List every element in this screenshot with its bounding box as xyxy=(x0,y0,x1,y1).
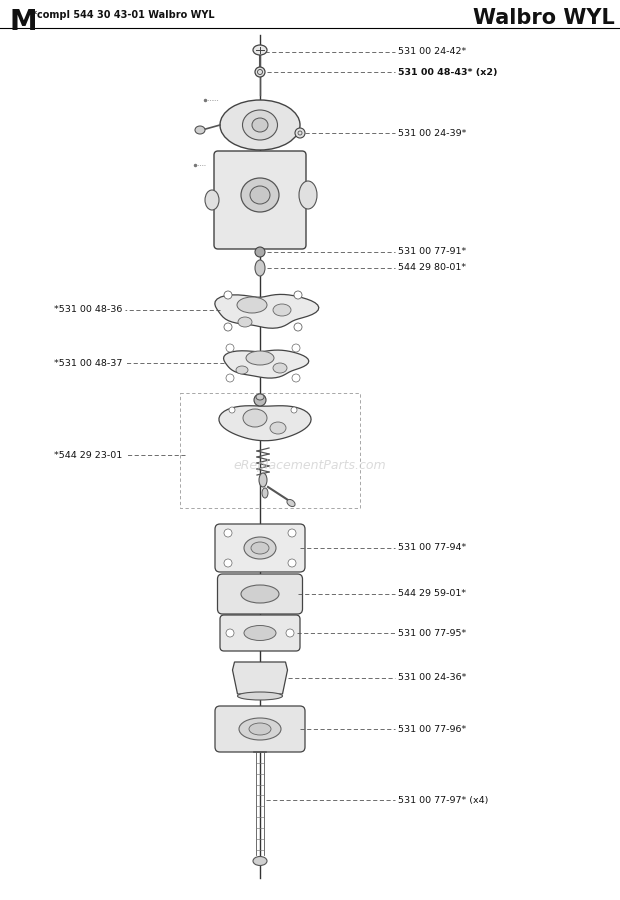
Text: Walbro WYL: Walbro WYL xyxy=(473,8,615,28)
Circle shape xyxy=(255,67,265,77)
Ellipse shape xyxy=(205,190,219,210)
Text: M: M xyxy=(10,8,38,36)
Ellipse shape xyxy=(259,473,267,487)
Ellipse shape xyxy=(299,181,317,209)
Ellipse shape xyxy=(241,585,279,603)
Circle shape xyxy=(224,559,232,567)
Ellipse shape xyxy=(243,409,267,427)
Circle shape xyxy=(294,291,302,299)
Text: 531 00 24-42*: 531 00 24-42* xyxy=(398,48,466,57)
Ellipse shape xyxy=(249,723,271,735)
Polygon shape xyxy=(219,406,311,441)
Circle shape xyxy=(254,394,266,406)
Text: 531 00 48-43* (x2): 531 00 48-43* (x2) xyxy=(398,68,497,76)
Ellipse shape xyxy=(239,718,281,740)
Ellipse shape xyxy=(242,110,278,140)
Text: 531 00 24-39*: 531 00 24-39* xyxy=(398,129,466,138)
Text: *531 00 48-36: *531 00 48-36 xyxy=(53,305,122,314)
Text: *544 29 23-01: *544 29 23-01 xyxy=(54,451,122,460)
Text: 544 29 59-01*: 544 29 59-01* xyxy=(398,590,466,598)
Polygon shape xyxy=(224,350,309,378)
Ellipse shape xyxy=(220,100,300,150)
Text: 531 00 77-95*: 531 00 77-95* xyxy=(398,628,466,637)
Ellipse shape xyxy=(250,186,270,204)
Circle shape xyxy=(226,629,234,637)
FancyBboxPatch shape xyxy=(215,524,305,572)
Circle shape xyxy=(294,323,302,331)
Ellipse shape xyxy=(273,304,291,316)
Ellipse shape xyxy=(255,260,265,276)
FancyBboxPatch shape xyxy=(214,151,306,249)
FancyBboxPatch shape xyxy=(220,615,300,651)
Text: 531 00 77-97* (x4): 531 00 77-97* (x4) xyxy=(398,796,489,805)
Ellipse shape xyxy=(256,394,264,400)
FancyBboxPatch shape xyxy=(215,706,305,752)
Text: *531 00 48-37: *531 00 48-37 xyxy=(53,358,122,367)
Ellipse shape xyxy=(262,488,268,498)
Circle shape xyxy=(286,629,294,637)
Text: 531 00 77-94*: 531 00 77-94* xyxy=(398,544,466,553)
Ellipse shape xyxy=(237,692,283,700)
Polygon shape xyxy=(215,294,319,328)
Circle shape xyxy=(295,128,305,138)
Circle shape xyxy=(292,374,300,382)
Ellipse shape xyxy=(252,118,268,132)
Circle shape xyxy=(291,407,297,413)
Ellipse shape xyxy=(273,363,287,373)
Ellipse shape xyxy=(251,542,269,554)
Ellipse shape xyxy=(253,857,267,866)
Text: eReplacementParts.com: eReplacementParts.com xyxy=(234,458,386,472)
Text: 531 00 77-91*: 531 00 77-91* xyxy=(398,248,466,256)
Ellipse shape xyxy=(270,422,286,434)
FancyBboxPatch shape xyxy=(218,574,303,614)
Circle shape xyxy=(292,344,300,352)
Ellipse shape xyxy=(241,178,279,212)
Text: 531 00 24-36*: 531 00 24-36* xyxy=(398,673,466,682)
Ellipse shape xyxy=(236,366,248,374)
Circle shape xyxy=(288,529,296,537)
Ellipse shape xyxy=(238,317,252,327)
Ellipse shape xyxy=(287,500,295,507)
Circle shape xyxy=(224,291,232,299)
Circle shape xyxy=(229,407,235,413)
Ellipse shape xyxy=(244,537,276,559)
Ellipse shape xyxy=(237,297,267,313)
Circle shape xyxy=(288,559,296,567)
Circle shape xyxy=(255,247,265,257)
Ellipse shape xyxy=(253,45,267,55)
Circle shape xyxy=(224,323,232,331)
Polygon shape xyxy=(232,662,288,694)
Text: *compl 544 30 43-01 Walbro WYL: *compl 544 30 43-01 Walbro WYL xyxy=(32,10,215,20)
Circle shape xyxy=(226,344,234,352)
Text: 531 00 77-96*: 531 00 77-96* xyxy=(398,724,466,733)
Text: 544 29 80-01*: 544 29 80-01* xyxy=(398,264,466,273)
Circle shape xyxy=(224,529,232,537)
Ellipse shape xyxy=(246,351,274,365)
Ellipse shape xyxy=(195,126,205,134)
Ellipse shape xyxy=(244,626,276,641)
Circle shape xyxy=(226,374,234,382)
